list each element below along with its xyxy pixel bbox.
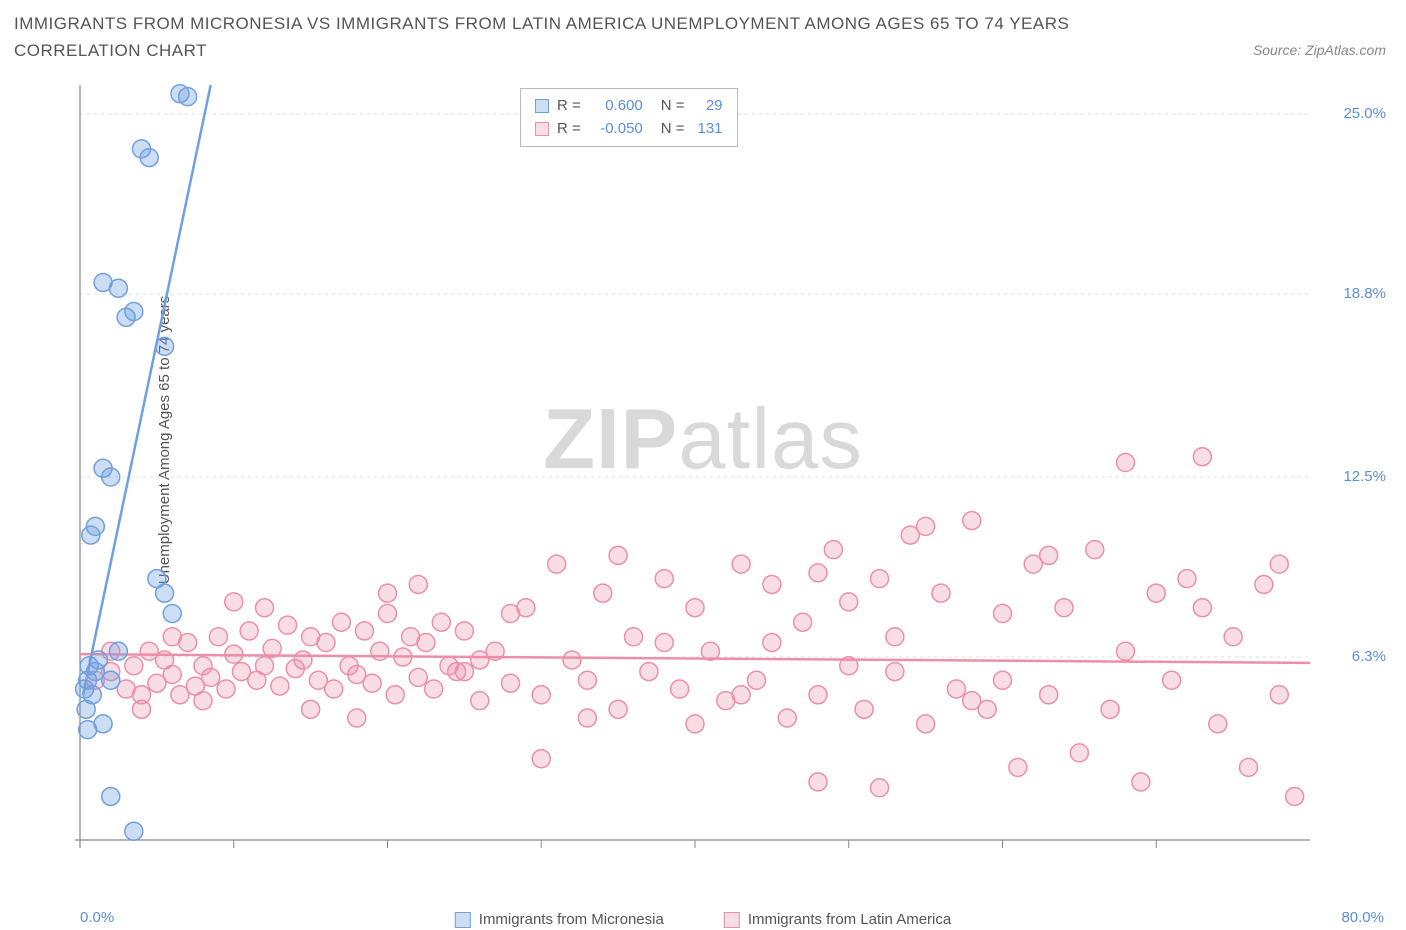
N-label-2: N = <box>661 118 685 141</box>
chart-title-block: IMMIGRANTS FROM MICRONESIA VS IMMIGRANTS… <box>14 10 1392 64</box>
N-value-1: 29 <box>693 95 723 118</box>
chart-plot-area <box>75 80 1360 860</box>
source-attribution: Source: ZipAtlas.com <box>1253 42 1386 58</box>
x-axis-max-label: 80.0% <box>1341 909 1384 926</box>
legend-bottom: Immigrants from Micronesia Immigrants fr… <box>455 911 951 928</box>
y-tick-label: 18.8% <box>1343 285 1386 302</box>
stats-row-series1: R = 0.600 N = 29 <box>535 95 723 118</box>
legend-swatch-1-icon <box>455 912 471 928</box>
correlation-stats-box: R = 0.600 N = 29 R = -0.050 N = 131 <box>520 88 738 147</box>
title-line-2: CORRELATION CHART <box>14 37 1392 64</box>
y-tick-label: 25.0% <box>1343 105 1386 122</box>
scatter-chart-svg <box>75 80 1360 860</box>
R-value-2: -0.050 <box>589 118 643 141</box>
title-line-1: IMMIGRANTS FROM MICRONESIA VS IMMIGRANTS… <box>14 10 1392 37</box>
legend-label-1: Immigrants from Micronesia <box>479 911 664 928</box>
source-label: Source: <box>1253 42 1301 58</box>
R-label-2: R = <box>557 118 581 141</box>
legend-label-2: Immigrants from Latin America <box>748 911 951 928</box>
source-name: ZipAtlas.com <box>1305 42 1386 58</box>
y-tick-label: 12.5% <box>1343 468 1386 485</box>
R-value-1: 0.600 <box>589 95 643 118</box>
legend-swatch-2-icon <box>724 912 740 928</box>
y-tick-label: 6.3% <box>1352 648 1386 665</box>
N-value-2: 131 <box>693 118 723 141</box>
legend-item-series2: Immigrants from Latin America <box>724 911 951 928</box>
x-axis-min-label: 0.0% <box>80 909 114 926</box>
swatch-series1-icon <box>535 99 549 113</box>
N-label-1: N = <box>661 95 685 118</box>
legend-item-series1: Immigrants from Micronesia <box>455 911 664 928</box>
R-label-1: R = <box>557 95 581 118</box>
stats-row-series2: R = -0.050 N = 131 <box>535 118 723 141</box>
swatch-series2-icon <box>535 122 549 136</box>
